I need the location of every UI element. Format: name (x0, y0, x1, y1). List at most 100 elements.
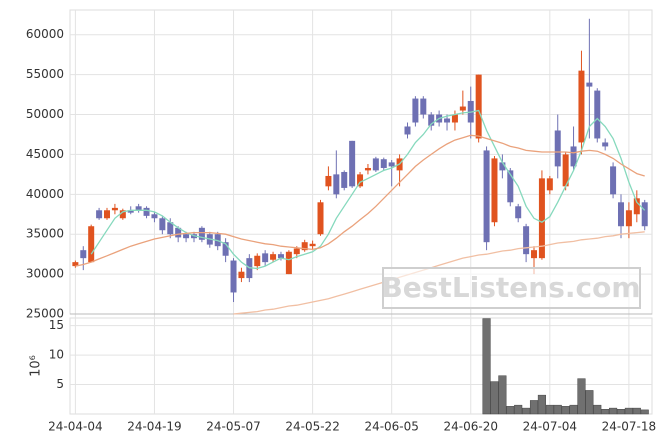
candle-body (357, 174, 364, 187)
moving-average-line (90, 109, 646, 270)
x-tick-label: 24-04-04 (48, 420, 102, 434)
candle-body (491, 158, 498, 223)
candle-body (341, 171, 348, 188)
candle-body (127, 210, 134, 213)
candle-body (515, 206, 522, 219)
candle-body (523, 226, 530, 255)
volume-bar (490, 381, 499, 415)
candle-body (475, 74, 482, 139)
candle-body (230, 260, 237, 293)
x-tick-label: 24-05-07 (206, 420, 260, 434)
candle-body (610, 166, 617, 195)
volume-bar (529, 400, 539, 415)
candle-body (586, 82, 593, 87)
candle-body (119, 210, 126, 219)
candle-body (459, 106, 466, 111)
volume-bar (577, 378, 586, 415)
volume-bar (624, 407, 633, 415)
y-tick-label: 35000 (26, 227, 64, 241)
candle-body (183, 234, 190, 239)
volume-bar (537, 394, 546, 415)
y-tick-label: 60000 (26, 27, 64, 41)
plot-layer: 24-04-04 24-04-19 24-05-07 24-05-22 24-06-05… (26, 10, 656, 434)
y-tick-label: 30000 (26, 267, 64, 281)
candle-body (104, 210, 111, 219)
y-tick-label: 45000 (26, 147, 64, 161)
watermark-box (382, 267, 641, 309)
candle-body (602, 142, 609, 147)
x-tick-label: 24-06-05 (364, 420, 418, 434)
candle-body (309, 243, 316, 247)
candle-body (72, 262, 79, 267)
candle-body (388, 162, 395, 167)
candle-body (570, 146, 577, 167)
volume-bar (632, 407, 641, 415)
volume-bar (569, 404, 578, 415)
candle-body (254, 255, 261, 267)
candle-body (641, 202, 648, 227)
candle-body (444, 118, 451, 123)
volume-bar (545, 404, 554, 415)
y-tick-label: 10 (49, 348, 64, 362)
volume-bar (514, 404, 523, 415)
candle-body (499, 162, 506, 171)
y-tick-label: 15 (49, 318, 64, 332)
candle-body (554, 130, 561, 167)
candle-body (404, 126, 411, 135)
watermark: BestListens.com (381, 271, 640, 304)
volume-bar (616, 409, 626, 415)
candle-body (364, 167, 371, 171)
candle-body (285, 251, 292, 275)
x-tick-label: 24-07-18 (602, 420, 656, 434)
y-tick-label: 50000 (26, 107, 64, 121)
candle-body (372, 158, 379, 171)
volume-bar (640, 409, 649, 415)
candle-body (380, 159, 387, 168)
candle-body (135, 206, 142, 211)
volume-bar (522, 407, 531, 415)
candle-body (159, 218, 166, 231)
candle-body (594, 90, 601, 139)
candle-body (625, 210, 632, 227)
candle-body (80, 250, 87, 259)
volume-panel (69, 317, 653, 415)
candle-body (562, 154, 569, 187)
candle-body (483, 150, 490, 243)
volume-bar (553, 404, 562, 415)
y-tick-label: 25000 (26, 307, 64, 321)
candle-body (412, 98, 419, 123)
candle-body (507, 170, 514, 203)
volume-bar (482, 318, 491, 415)
volume-bar (561, 406, 570, 415)
candle-body (277, 254, 284, 259)
candle-body (262, 253, 269, 263)
candle-body (531, 250, 538, 259)
candle-body (96, 210, 103, 219)
candle-body (578, 70, 585, 143)
candle-body (293, 248, 300, 255)
volume-bar (601, 409, 610, 415)
y-tick-label: 5 (56, 377, 64, 391)
candle-body (151, 214, 158, 219)
y-tick-label: 55000 (26, 67, 64, 81)
volume-bar (585, 390, 594, 415)
candle-body (538, 178, 545, 259)
candle-body (349, 140, 356, 187)
x-tick-label: 24-04-19 (127, 420, 181, 434)
candle-body (420, 98, 427, 115)
candle-body (428, 114, 435, 126)
candle-body (111, 207, 118, 211)
candle-body (333, 174, 340, 195)
moving-average-line (233, 231, 645, 315)
candle-body (617, 202, 624, 227)
candle-body (546, 178, 553, 191)
moving-average-line (75, 134, 645, 267)
candle-body (317, 202, 324, 235)
candle-body (451, 114, 458, 123)
candle-body (270, 254, 277, 260)
candle-body (175, 227, 182, 238)
candle-body (301, 242, 308, 251)
candle-body (88, 226, 95, 263)
candle-body (325, 175, 332, 187)
